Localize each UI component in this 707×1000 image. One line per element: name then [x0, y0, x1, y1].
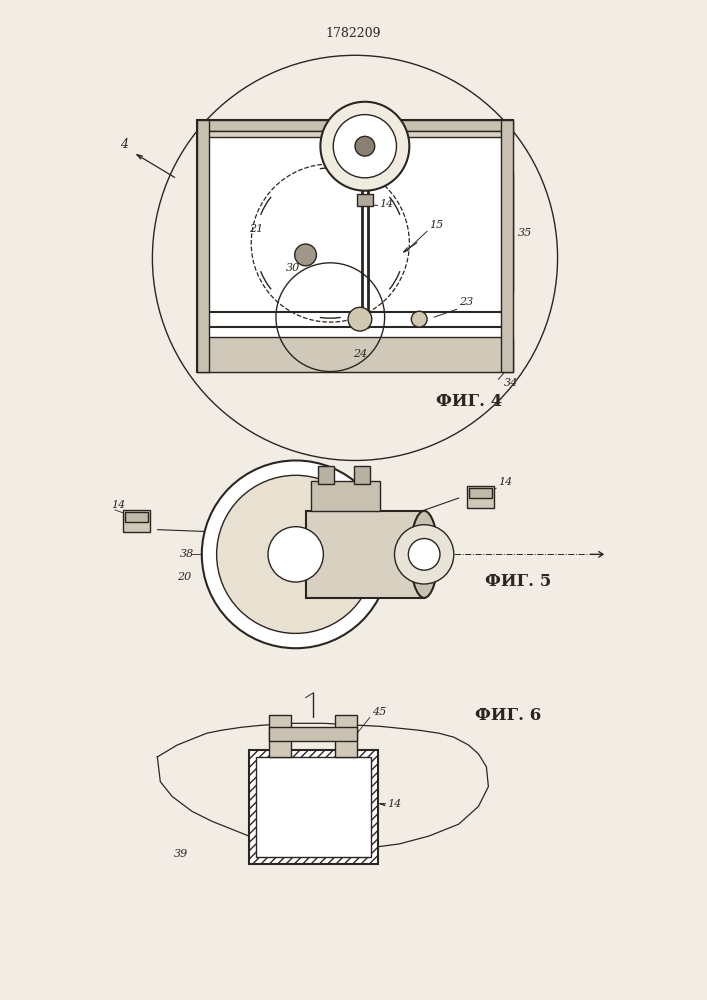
Text: 21: 21	[250, 224, 264, 234]
Text: 30: 30	[286, 263, 300, 273]
Text: 37: 37	[325, 505, 339, 515]
Text: ФИГ. 5: ФИГ. 5	[485, 573, 551, 590]
Bar	[357, 194, 373, 206]
Bar	[269, 727, 357, 741]
Bar	[250, 750, 378, 864]
Text: 40: 40	[304, 799, 323, 813]
Text: 45: 45	[372, 707, 386, 717]
Text: 18: 18	[274, 612, 288, 622]
Text: 15: 15	[429, 220, 443, 230]
Bar	[197, 120, 513, 372]
Bar	[256, 757, 370, 857]
Text: 34: 34	[504, 378, 518, 388]
Text: 36: 36	[424, 530, 438, 540]
Text: ФИГ. 6: ФИГ. 6	[475, 707, 542, 724]
Circle shape	[268, 527, 323, 582]
Text: 39: 39	[174, 849, 188, 859]
Bar	[305, 511, 424, 598]
Circle shape	[295, 244, 317, 266]
Circle shape	[355, 136, 375, 156]
Circle shape	[409, 539, 440, 570]
Text: 35: 35	[518, 228, 532, 238]
Bar	[335, 715, 357, 757]
Text: 38: 38	[180, 549, 194, 559]
Bar	[467, 486, 494, 508]
Text: 14: 14	[380, 199, 394, 209]
Circle shape	[320, 102, 409, 191]
Bar	[197, 131, 513, 137]
Text: 23: 23	[459, 297, 473, 307]
Text: 4: 4	[119, 138, 128, 151]
Circle shape	[201, 460, 390, 648]
Ellipse shape	[410, 511, 438, 598]
Text: 14: 14	[387, 799, 402, 809]
Text: 14: 14	[261, 523, 275, 533]
Bar	[501, 120, 513, 372]
Text: 14: 14	[111, 500, 125, 510]
Circle shape	[395, 525, 454, 584]
Bar	[310, 481, 380, 511]
Text: 14: 14	[498, 477, 513, 487]
Bar	[197, 337, 513, 372]
Text: 1782209: 1782209	[325, 27, 381, 40]
Bar	[124, 512, 148, 522]
Bar	[354, 466, 370, 484]
Circle shape	[333, 115, 397, 178]
Text: ФИГ. 4: ФИГ. 4	[436, 393, 502, 410]
Bar	[123, 510, 151, 532]
Circle shape	[411, 311, 427, 327]
Text: 24: 24	[353, 349, 367, 359]
Bar	[269, 715, 291, 757]
Text: 20: 20	[177, 572, 192, 582]
Text: 32: 32	[330, 125, 344, 135]
Bar	[197, 120, 209, 372]
Bar	[197, 120, 513, 131]
Bar	[318, 466, 334, 484]
Bar	[469, 488, 492, 498]
Circle shape	[348, 307, 372, 331]
Circle shape	[216, 475, 375, 633]
